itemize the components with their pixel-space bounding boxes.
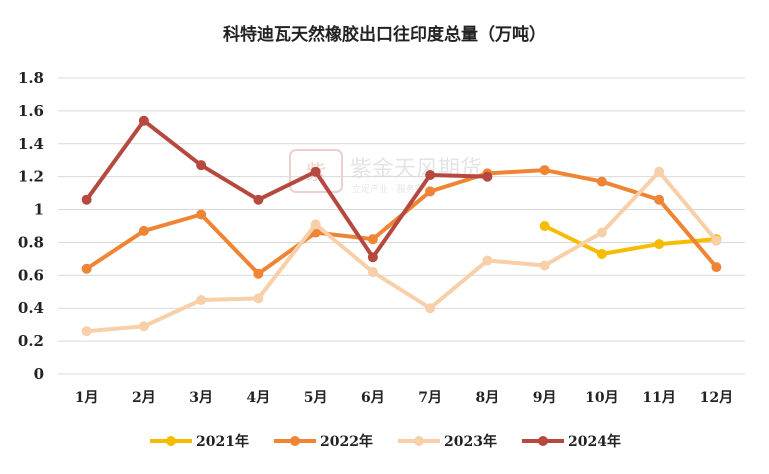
data-point [711,262,722,273]
data-point [539,260,550,271]
y-tick-label: 1.8 [18,69,44,87]
data-point [654,166,665,177]
x-tick-label: 2月 [132,390,156,406]
y-tick-label: 0.8 [18,233,44,251]
series-group [81,115,722,337]
data-point [596,227,607,238]
x-tick-label: 7月 [418,390,442,406]
x-tick-label: 4月 [247,390,271,406]
data-point [425,170,436,181]
x-tick-label: 9月 [533,390,557,406]
data-point [310,219,321,230]
y-tick-label: 0.2 [18,332,44,350]
data-point [367,234,378,245]
data-point [367,267,378,278]
x-tick-label: 1月 [75,390,99,406]
data-point [367,252,378,263]
data-point [310,166,321,177]
data-point [253,293,264,304]
y-tick-label: 0.6 [18,266,44,284]
data-point [196,160,207,171]
y-axis-ticks: 0 0.2 0.4 0.6 0.8 1 1.2 1.4 1.6 1.8 [18,69,44,383]
watermark-tagline: 立足产业 · 服务实体 [352,183,433,195]
legend-label: 2023年 [444,433,497,450]
legend-item: 2023年 [398,433,497,450]
legend-item: 2024年 [522,433,621,450]
chart-title: 科特迪瓦天然橡胶出口往印度总量（万吨） [223,25,546,45]
x-tick-label: 8月 [476,390,500,406]
x-axis-ticks: 1月 2月 3月 4月 5月 6月 7月 8月 9月 10月 11月 12月 [75,390,733,406]
data-point [482,171,493,182]
data-point [196,295,207,305]
series-line [84,118,490,260]
legend-swatch-marker [290,436,300,446]
data-point [539,221,550,231]
data-point [253,268,264,279]
series-2023年 [81,166,722,337]
data-point [654,194,665,205]
x-tick-label: 12月 [700,390,733,406]
legend: 2021年 2022年 2023年 2024年 [150,433,621,450]
legend-swatch-marker [414,436,424,446]
y-tick-label: 1.2 [18,168,44,186]
data-point [654,239,665,250]
x-tick-label: 11月 [642,390,675,406]
legend-item: 2021年 [150,433,249,450]
data-point [425,186,436,197]
data-point [138,321,149,332]
x-tick-label: 3月 [189,390,213,406]
legend-label: 2022年 [320,433,373,450]
legend-item: 2022年 [274,433,373,450]
data-point [425,303,436,314]
data-point [596,176,607,187]
y-tick-label: 0.4 [18,299,44,317]
data-point [539,165,550,176]
x-tick-label: 6月 [361,390,385,406]
x-tick-label: 5月 [304,390,328,406]
data-point [138,115,149,126]
series-line [84,169,719,334]
y-tick-label: 1 [34,201,44,219]
watermark-name: 紫金天风期货 [350,157,482,182]
series-line [542,224,719,256]
legend-label: 2021年 [196,433,249,450]
data-point [711,235,722,246]
series-2022年 [81,165,722,279]
data-point [81,194,92,205]
data-point [81,263,92,274]
data-point [482,255,493,266]
legend-swatch-marker [538,436,548,446]
y-tick-label: 1.4 [18,135,44,153]
legend-swatch-marker [166,436,176,446]
data-point [196,209,207,220]
data-point [138,225,149,236]
data-point [81,326,92,337]
series-2024年 [81,115,493,263]
watermark-logo-icon [289,149,343,193]
data-point [596,248,607,259]
data-point [253,194,264,205]
legend-label: 2024年 [568,433,621,450]
y-tick-label: 1.6 [18,102,44,120]
y-tick-label: 0 [34,365,44,383]
x-tick-label: 10月 [585,390,618,406]
